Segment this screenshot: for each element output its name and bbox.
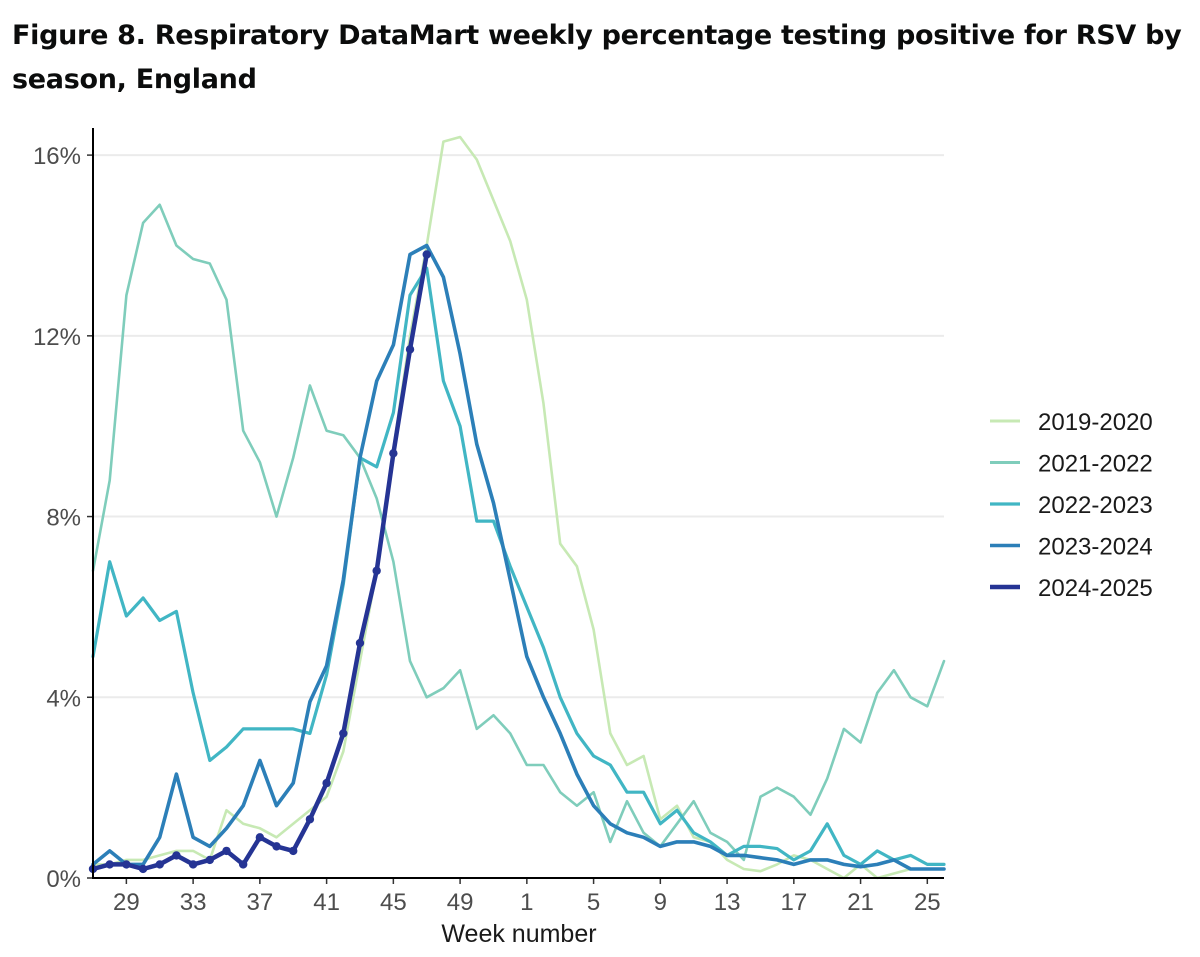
legend: 2019-2020 2021-2022 2022-2023 2023-2024 2024… bbox=[990, 409, 1153, 602]
legend-label-2023-2024: 2023-2024 bbox=[1038, 534, 1153, 561]
legend-label-2024-2025: 2024-2025 bbox=[1038, 575, 1153, 602]
data-point-2024-2025 bbox=[205, 855, 215, 865]
data-point-2024-2025 bbox=[355, 638, 365, 648]
data-point-2024-2025 bbox=[272, 842, 281, 851]
data-point-2024-2025 bbox=[322, 778, 331, 788]
series-lines bbox=[88, 135, 946, 880]
y-tick-label: 16% bbox=[33, 143, 81, 170]
data-point-2024-2025 bbox=[372, 566, 381, 575]
y-tick-label: 0% bbox=[46, 866, 81, 893]
x-tick-label: 37 bbox=[247, 889, 274, 916]
series-line-2019-2020 bbox=[91, 135, 946, 880]
gridlines bbox=[93, 154, 944, 879]
data-point-2024-2025 bbox=[305, 815, 315, 824]
legend-label-2021-2022: 2021-2022 bbox=[1038, 451, 1153, 478]
data-point-2024-2025 bbox=[155, 860, 164, 869]
data-point-2024-2025 bbox=[405, 345, 415, 354]
x-tick-label: 5 bbox=[587, 889, 600, 916]
series-line-2021-2022 bbox=[91, 203, 946, 862]
legend-label-2019-2020: 2019-2020 bbox=[1038, 409, 1153, 436]
data-point-2024-2025 bbox=[222, 846, 231, 856]
y-tick-label: 8% bbox=[46, 505, 81, 532]
x-axis-label: Week number bbox=[441, 920, 596, 948]
x-tick-label: 45 bbox=[380, 889, 407, 916]
series-line-2023-2024 bbox=[91, 243, 946, 871]
data-point-2024-2025 bbox=[289, 846, 298, 856]
x-tick-label: 33 bbox=[180, 889, 207, 916]
data-point-2024-2025 bbox=[105, 860, 114, 869]
x-tick-label: 9 bbox=[654, 889, 667, 916]
data-point-2024-2025 bbox=[238, 860, 248, 869]
chart-title: Figure 8. Respiratory DataMart weekly pe… bbox=[12, 20, 1182, 95]
data-point-2024-2025 bbox=[138, 864, 148, 874]
axes: 0% 4% 8% 12% 16% 29 33 37 41 45 49 1 5 9 13 17 21 25 bbox=[33, 128, 944, 916]
series-line-2022-2023 bbox=[91, 266, 946, 867]
data-point-2024-2025 bbox=[389, 449, 398, 458]
data-point-2024-2025 bbox=[172, 851, 181, 860]
x-tick-label: 1 bbox=[520, 889, 533, 916]
y-tick-label: 12% bbox=[33, 324, 81, 351]
x-tick-label: 41 bbox=[313, 889, 340, 916]
x-tick-label: 29 bbox=[113, 889, 140, 916]
data-point-2024-2025 bbox=[188, 860, 198, 869]
data-point-2024-2025 bbox=[255, 833, 265, 842]
legend-label-2022-2023: 2022-2023 bbox=[1038, 492, 1153, 519]
data-point-2024-2025 bbox=[122, 860, 131, 869]
x-tick-label: 13 bbox=[714, 889, 741, 916]
data-point-2024-2025 bbox=[339, 729, 348, 738]
data-point-2024-2025 bbox=[422, 250, 431, 259]
x-tick-label: 17 bbox=[780, 889, 807, 916]
series-line-2024-2025 bbox=[90, 252, 429, 872]
x-tick-label: 49 bbox=[447, 889, 474, 916]
x-tick-label: 21 bbox=[847, 889, 874, 916]
x-tick-label: 25 bbox=[914, 889, 941, 916]
y-tick-label: 4% bbox=[46, 685, 81, 712]
